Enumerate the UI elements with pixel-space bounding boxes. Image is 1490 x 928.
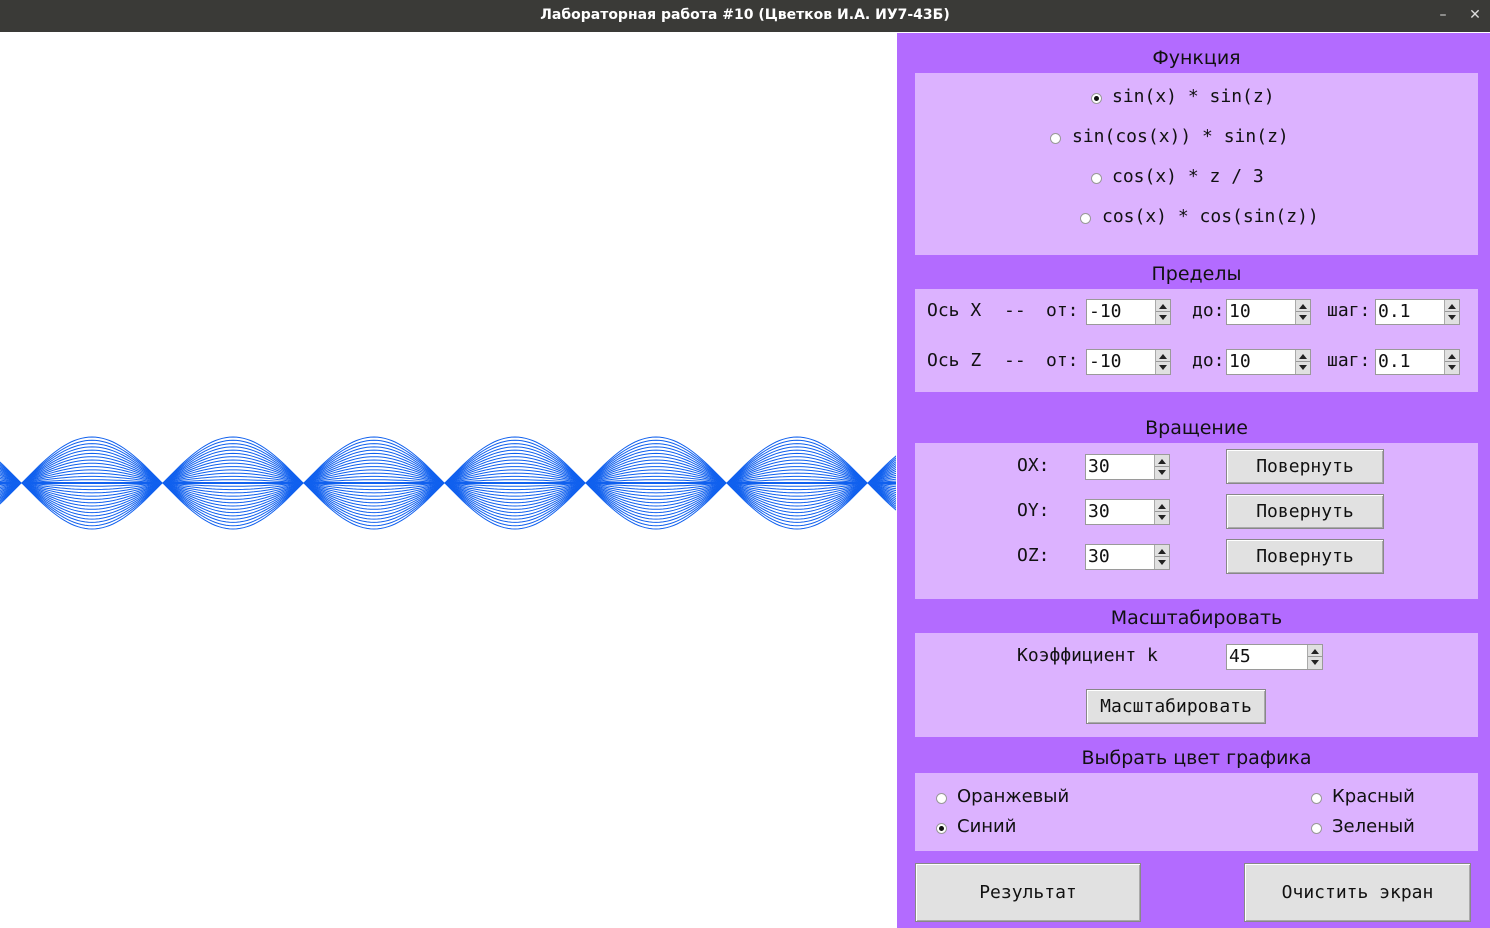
axis-z-to-spinbox[interactable]: 10 <box>1226 349 1311 375</box>
rotate-oz-label: OZ: <box>1017 545 1050 566</box>
rotate-ox-value[interactable]: 30 <box>1088 456 1110 477</box>
function-heading: Функция <box>915 43 1478 73</box>
color-option-green[interactable]: Зеленый <box>1332 816 1415 837</box>
rotate-ox-button[interactable]: Повернуть <box>1226 449 1384 484</box>
axis-x-step-spinbox[interactable]: 0.1 <box>1375 299 1460 325</box>
rotate-ox-label: OX: <box>1017 455 1050 476</box>
axis-x-from-value[interactable]: -10 <box>1089 301 1122 322</box>
color-radio-red[interactable] <box>1311 793 1322 804</box>
rotation-section: Вращение OX: 30 Повернуть OY: 30 Поверну… <box>915 413 1478 599</box>
title-bar: Лабораторная работа #10 (Цветков И.А. ИУ… <box>0 0 1490 32</box>
scale-section: Масштабировать Коэффициент k 45 Масштаби… <box>915 603 1478 737</box>
rotate-oz-spinbox[interactable]: 30 <box>1085 544 1170 570</box>
rotate-oy-label: OY: <box>1017 500 1050 521</box>
axis-x-to-value[interactable]: 10 <box>1229 301 1251 322</box>
function-section: Функция sin(x) * sin(z) sin(cos(x)) * si… <box>915 43 1478 255</box>
function-radio-2[interactable] <box>1050 133 1061 144</box>
rotate-oy-button[interactable]: Повернуть <box>1226 494 1384 529</box>
axis-z-step-label: шаг: <box>1327 350 1371 371</box>
axis-x-to-spinbox[interactable]: 10 <box>1226 299 1311 325</box>
minimize-button[interactable]: – <box>1439 7 1447 23</box>
rotate-oy-value[interactable]: 30 <box>1088 501 1110 522</box>
axis-z-from-arrows[interactable] <box>1155 350 1170 374</box>
axis-z-from-value[interactable]: -10 <box>1089 351 1122 372</box>
scale-coefficient-label: Коэффициент k <box>1017 645 1158 666</box>
limits-heading: Пределы <box>915 259 1478 289</box>
axis-z-step-arrows[interactable] <box>1444 350 1459 374</box>
axis-z-to-label: до: <box>1192 350 1225 371</box>
close-button[interactable]: ✕ <box>1469 7 1481 23</box>
axis-x-to-label: до: <box>1192 300 1225 321</box>
rotate-oz-button[interactable]: Повернуть <box>1226 539 1384 574</box>
axis-x-from-arrows[interactable] <box>1155 300 1170 324</box>
control-panel: Функция sin(x) * sin(z) sin(cos(x)) * si… <box>897 33 1490 928</box>
color-radio-orange[interactable] <box>936 793 947 804</box>
scale-coefficient-arrows[interactable] <box>1307 645 1322 669</box>
function-option-4[interactable]: cos(x) * cos(sin(z)) <box>1102 206 1319 227</box>
axis-z-to-arrows[interactable] <box>1295 350 1310 374</box>
axis-z-from-spinbox[interactable]: -10 <box>1086 349 1171 375</box>
rotate-oz-value[interactable]: 30 <box>1088 546 1110 567</box>
limits-section: Пределы Ось X -- от: -10 до: 10 шаг: 0.1… <box>915 259 1478 392</box>
rotate-oz-arrows[interactable] <box>1154 545 1169 569</box>
color-radio-green[interactable] <box>1311 823 1322 834</box>
rotate-ox-arrows[interactable] <box>1154 455 1169 479</box>
axis-z-step-value[interactable]: 0.1 <box>1378 351 1411 372</box>
function-option-1[interactable]: sin(x) * sin(z) <box>1112 86 1275 107</box>
axis-z-from-label: от: <box>1046 350 1079 371</box>
function-option-2[interactable]: sin(cos(x)) * sin(z) <box>1072 126 1289 147</box>
surface-plot <box>0 436 896 530</box>
axis-z-to-value[interactable]: 10 <box>1229 351 1251 372</box>
axis-x-label: Ось X <box>927 300 982 321</box>
axis-z-separator: -- <box>1004 350 1026 371</box>
color-section: Выбрать цвет графика Оранжевый Синий Кра… <box>915 743 1478 851</box>
axis-z-step-spinbox[interactable]: 0.1 <box>1375 349 1460 375</box>
axis-x-separator: -- <box>1004 300 1026 321</box>
scale-coefficient-spinbox[interactable]: 45 <box>1226 644 1323 670</box>
axis-x-step-value[interactable]: 0.1 <box>1378 301 1411 322</box>
result-button[interactable]: Результат <box>915 863 1141 922</box>
function-option-3[interactable]: cos(x) * z / 3 <box>1112 166 1264 187</box>
color-option-red[interactable]: Красный <box>1332 786 1415 807</box>
scale-button[interactable]: Масштабировать <box>1086 689 1266 724</box>
plot-canvas <box>0 33 896 928</box>
color-option-blue[interactable]: Синий <box>957 816 1017 837</box>
axis-x-step-arrows[interactable] <box>1444 300 1459 324</box>
clear-screen-button[interactable]: Очистить экран <box>1244 863 1471 922</box>
rotate-oy-spinbox[interactable]: 30 <box>1085 499 1170 525</box>
window-title: Лабораторная работа #10 (Цветков И.А. ИУ… <box>540 7 950 23</box>
axis-x-from-label: от: <box>1046 300 1079 321</box>
rotate-ox-spinbox[interactable]: 30 <box>1085 454 1170 480</box>
scale-heading: Масштабировать <box>915 603 1478 633</box>
color-radio-blue[interactable] <box>936 823 947 834</box>
function-radio-3[interactable] <box>1091 173 1102 184</box>
rotation-heading: Вращение <box>915 413 1478 443</box>
axis-x-step-label: шаг: <box>1327 300 1371 321</box>
color-option-orange[interactable]: Оранжевый <box>957 786 1070 807</box>
axis-x-to-arrows[interactable] <box>1295 300 1310 324</box>
axis-z-label: Ось Z <box>927 350 982 371</box>
axis-x-from-spinbox[interactable]: -10 <box>1086 299 1171 325</box>
color-heading: Выбрать цвет графика <box>915 743 1478 773</box>
rotate-oy-arrows[interactable] <box>1154 500 1169 524</box>
function-radio-1[interactable] <box>1091 93 1102 104</box>
scale-coefficient-value[interactable]: 45 <box>1229 646 1251 667</box>
function-radio-4[interactable] <box>1080 213 1091 224</box>
